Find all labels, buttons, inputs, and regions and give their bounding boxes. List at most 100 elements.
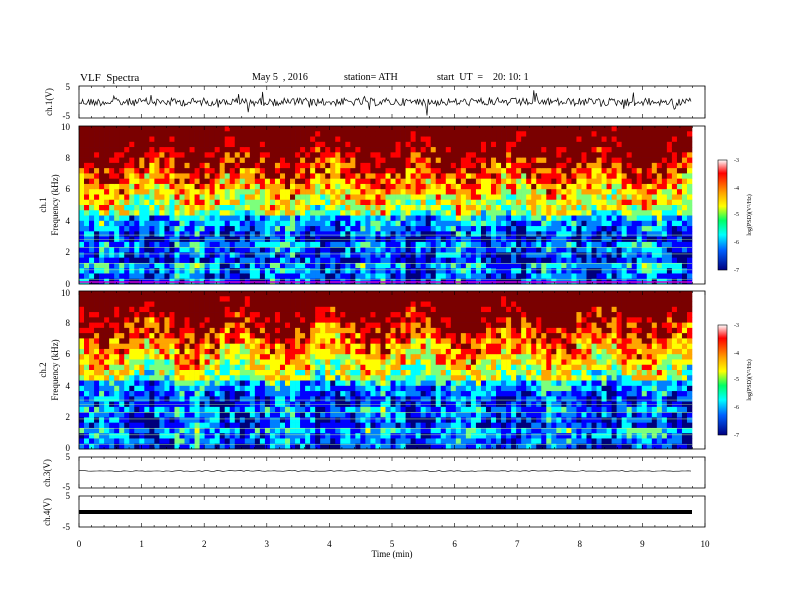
spectrogram-cell <box>219 322 226 329</box>
spectrogram-cell <box>219 412 226 418</box>
spectrogram-cell <box>164 210 170 216</box>
spectrogram-cell <box>84 199 90 206</box>
spectrogram-cell <box>470 178 477 185</box>
spectrogram-cell <box>119 354 125 360</box>
spectrogram-cell <box>621 252 627 258</box>
spectrogram-cell <box>506 262 512 269</box>
spectrogram-cell <box>249 291 256 297</box>
spectrogram-cell <box>501 226 507 232</box>
spectrogram-cell <box>295 152 301 158</box>
spectrogram-cell <box>641 262 648 269</box>
spectrogram-cell <box>310 215 316 222</box>
spectrogram-cell <box>179 380 185 387</box>
spectrogram-cell <box>169 317 175 323</box>
spectrogram-cell <box>154 354 160 360</box>
spectrogram-cell <box>526 210 532 216</box>
spectrogram-cell <box>671 241 678 248</box>
spectrogram-cell <box>400 205 406 211</box>
spectrogram-cell <box>656 252 663 258</box>
spectrogram-cell <box>109 396 115 402</box>
spectrogram-cell <box>229 380 236 387</box>
spectrogram-cell <box>375 273 381 280</box>
spectrogram-cell <box>124 412 130 418</box>
spectrogram-cell <box>184 257 190 264</box>
spectrogram-cell <box>561 257 567 264</box>
spectrogram-cell <box>440 152 447 158</box>
spectrogram-cell <box>174 236 180 243</box>
spectrogram-cell <box>264 126 271 132</box>
spectrogram-cell <box>259 262 266 269</box>
spectrogram-cell <box>139 422 145 429</box>
spectrogram-cell <box>300 210 306 216</box>
spectrogram-cell <box>621 168 627 174</box>
spectrogram-cell <box>571 273 577 280</box>
spectrogram-cell <box>139 396 145 402</box>
spectrogram-cell <box>189 226 195 232</box>
spectrogram-cell <box>104 252 110 258</box>
spectrogram-cell <box>234 226 241 232</box>
spectrogram-cell <box>571 268 577 274</box>
spectrogram-cell <box>179 189 185 195</box>
spectrogram-cell <box>295 252 301 258</box>
spectrogram-cell <box>410 194 416 201</box>
spectrogram-cell <box>239 236 246 243</box>
spectrogram-cell <box>380 157 386 164</box>
spectrogram-cell <box>129 401 135 408</box>
spectrogram-cell <box>390 210 396 216</box>
spectrogram-cell <box>179 412 185 418</box>
spectrogram-cell <box>244 317 251 323</box>
spectrogram-cell <box>491 183 497 190</box>
spectrogram-cell <box>224 391 231 397</box>
spectrogram-cell <box>526 262 532 269</box>
spectrogram-cell <box>315 141 321 148</box>
spectrogram-cell <box>209 396 215 402</box>
spectrogram-cell <box>566 273 572 280</box>
spectrogram-cell <box>84 183 90 190</box>
spectrogram-cell <box>496 136 502 143</box>
spectrogram-cell <box>189 220 195 227</box>
spectrogram-cell <box>244 296 251 302</box>
spectrogram-cell <box>325 226 331 232</box>
spectrogram-cell <box>229 231 236 237</box>
spectrogram-cell <box>641 131 648 137</box>
spectrogram-cell <box>254 396 261 402</box>
spectrogram-cell <box>114 262 120 269</box>
spectrogram-cell <box>219 338 226 344</box>
spectrogram-cell <box>455 131 462 137</box>
spectrogram-cell <box>114 247 120 253</box>
spectrogram-cell <box>169 162 175 169</box>
spectrogram-cell <box>124 438 130 445</box>
spectrogram-cell <box>214 241 220 248</box>
spectrogram-cell <box>139 126 145 132</box>
spectrogram-cell <box>229 327 236 334</box>
spectrogram-cell <box>249 406 256 413</box>
spectrogram-cell <box>626 231 632 237</box>
spectrogram-cell <box>380 252 386 258</box>
spectrogram-cell <box>501 168 507 174</box>
spectrogram-cell <box>330 268 336 274</box>
spectrogram-cell <box>561 126 567 132</box>
spectrogram-cell <box>480 173 487 179</box>
spectrogram-cell <box>254 126 261 132</box>
spectrogram-cell <box>189 406 195 413</box>
spectrogram-cell <box>99 126 105 132</box>
spectrogram-cell <box>104 370 110 376</box>
spectrogram-cell <box>501 131 507 137</box>
spectrogram-cell <box>561 262 567 269</box>
spectrogram-cell <box>89 226 95 232</box>
spectrogram-cell <box>129 183 135 190</box>
spectrogram-cell <box>119 317 125 323</box>
spectrogram-cell <box>214 173 220 179</box>
spectrogram-cell <box>430 273 437 280</box>
spectrogram-cell <box>400 268 406 274</box>
spectrogram-cell <box>400 136 406 143</box>
spectrogram-cell <box>470 231 477 237</box>
spectrogram-cell <box>355 268 361 274</box>
spectrogram-cell <box>144 141 150 148</box>
spectrogram-cell <box>636 215 643 222</box>
spectrogram-cell <box>239 268 246 274</box>
spectrogram-cell <box>320 157 326 164</box>
spectrogram-cell <box>350 173 356 179</box>
spectrogram-cell <box>420 126 426 132</box>
spectrogram-cell <box>179 301 185 308</box>
